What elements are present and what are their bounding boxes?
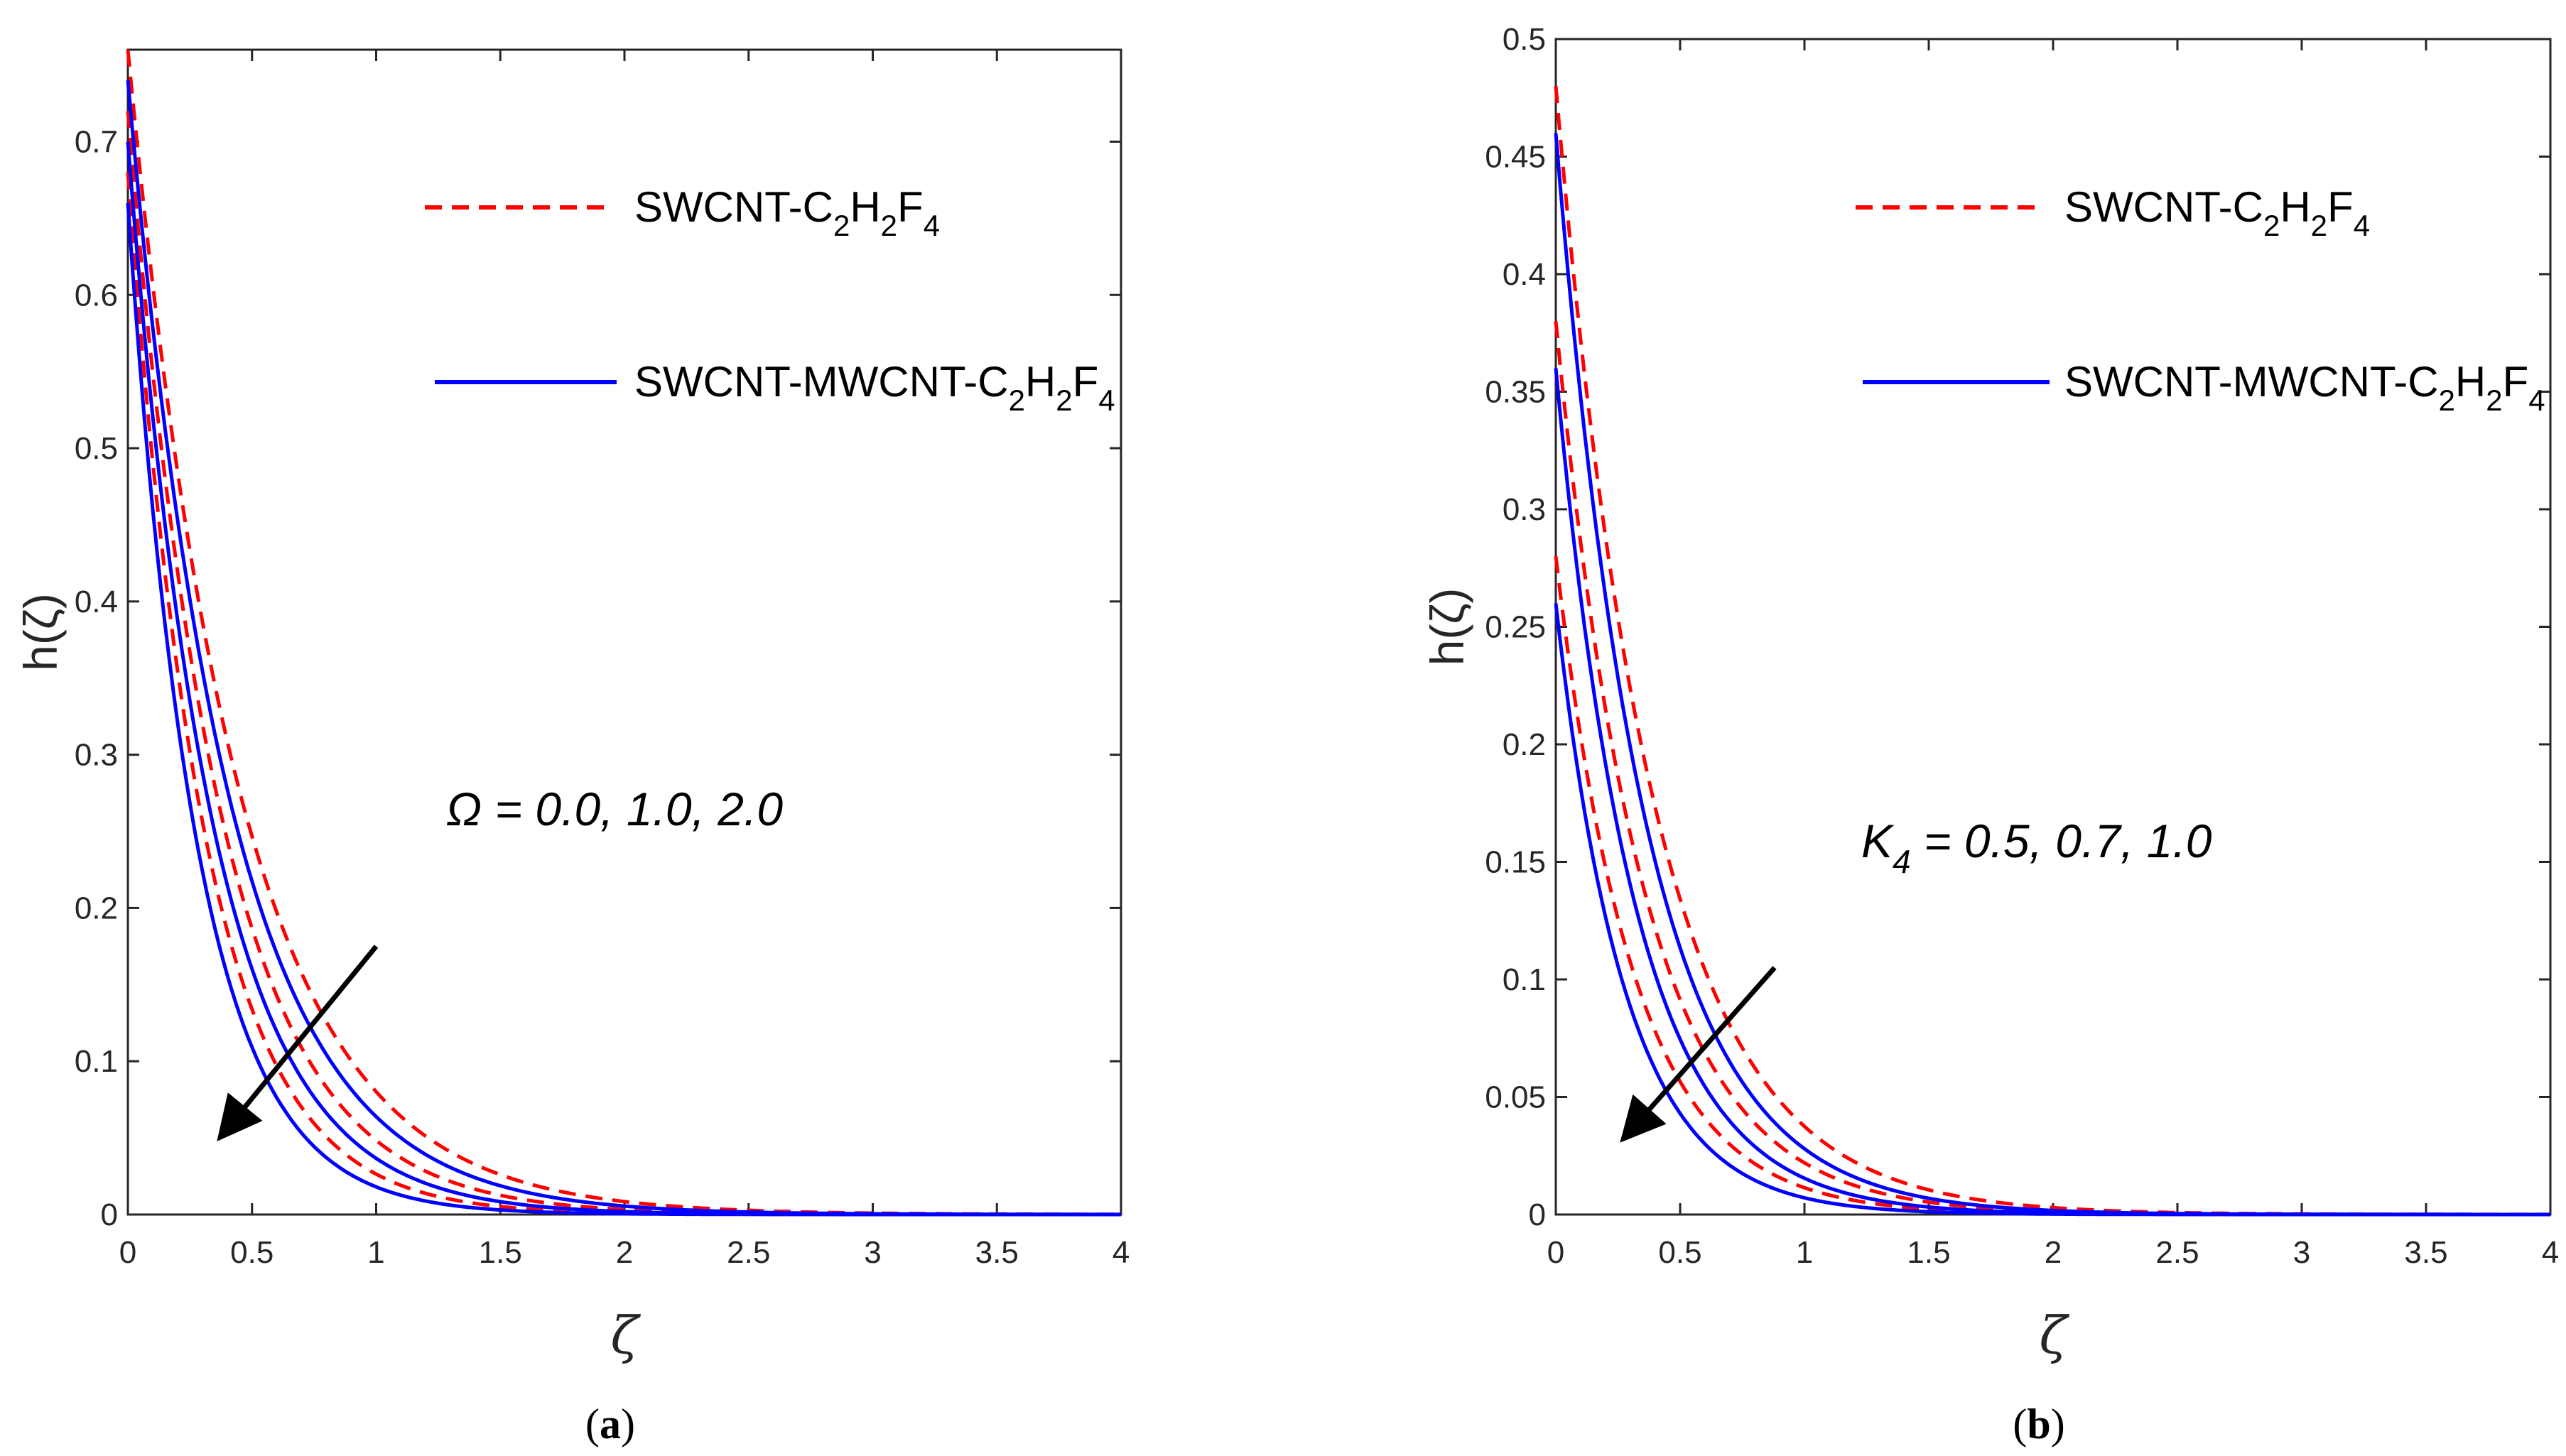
- panel-label-close: ): [621, 1401, 635, 1447]
- legend-element: H: [2455, 358, 2486, 406]
- series-line: [126, 49, 1121, 1217]
- y-tick-label: 0: [101, 1197, 118, 1232]
- y-tick-label: 0: [1529, 1197, 1546, 1232]
- legend-subscript: 2: [2486, 384, 2502, 417]
- y-tick-label: 0.2: [1503, 727, 1546, 762]
- legend-subscript: 4: [2528, 384, 2545, 417]
- panel-label-letter: b: [2027, 1401, 2050, 1447]
- legend-element: H: [1025, 358, 1056, 406]
- panel-label-open: (: [2013, 1401, 2027, 1447]
- trend-arrow: [217, 945, 379, 1141]
- y-axis-label: h(ζ): [14, 593, 67, 671]
- legend-label: SWCNT-MWCNT-C: [634, 358, 1009, 406]
- y-tick-label: 0.3: [75, 738, 118, 773]
- y-tick-label: 0.7: [75, 124, 118, 159]
- annotation-symbol: Ω: [446, 783, 482, 835]
- x-tick-label: 2: [616, 1235, 633, 1270]
- x-tick-label: 0.5: [230, 1235, 274, 1270]
- series-line: [1554, 603, 2550, 1217]
- legend-element: F: [2327, 183, 2354, 231]
- panel-label: (b): [2013, 1401, 2064, 1447]
- legend-subscript: 2: [2439, 384, 2455, 417]
- legend-element: F: [897, 183, 924, 231]
- legend-element: H: [2280, 183, 2310, 231]
- annotation-symbol: K: [1861, 815, 1895, 867]
- x-tick-label: 2.5: [2155, 1235, 2199, 1270]
- y-tick-label: 0.1: [1503, 962, 1546, 997]
- x-tick-label: 1.5: [479, 1235, 522, 1270]
- panel-label: (a): [585, 1401, 635, 1447]
- chart-panel-b: 0 0.5 1 1.5 2 2.5 3 3.5 4 0 0.05 0.1 0.15 0.2 0.25 0.3 0…: [1421, 22, 2559, 1447]
- y-axis-label: h(ζ): [1421, 588, 1473, 666]
- x-tick-label: 3.5: [975, 1235, 1019, 1270]
- annotation-subscript: 4: [1893, 843, 1911, 880]
- x-tick-label: 0.5: [1658, 1235, 1701, 1270]
- x-tick-label: 3: [2293, 1235, 2310, 1270]
- parameter-annotation: K4 = 0.5, 0.7, 1.0: [1861, 815, 2212, 880]
- legend-entry-text: SWCNT-MWCNT-C2H2F4: [634, 358, 1115, 417]
- legend-element: F: [2503, 358, 2529, 406]
- y-tick-label: 0.5: [75, 431, 118, 466]
- series-line: [126, 202, 1121, 1217]
- series-line: [126, 111, 1121, 1217]
- x-tick-label: 3.5: [2404, 1235, 2447, 1270]
- legend-element: H: [850, 183, 880, 231]
- annotation-values: = 0.0, 1.0, 2.0: [482, 783, 783, 835]
- legend-entry-text: SWCNT-C2H2F4: [2064, 183, 2370, 242]
- y-tick-label: 0.45: [1485, 140, 1546, 175]
- x-tick-label: 1: [1796, 1235, 1813, 1270]
- x-tick-label: 4: [2542, 1235, 2559, 1270]
- panel-label-open: (: [585, 1401, 600, 1447]
- x-axis-label: ζ: [610, 1305, 641, 1365]
- y-tick-label: 0.05: [1485, 1080, 1546, 1115]
- legend-subscript: 2: [2311, 209, 2327, 242]
- legend-subscript: 2: [1056, 384, 1072, 417]
- plot-frame: [1554, 38, 2552, 1216]
- legend-subscript: 2: [1009, 384, 1025, 417]
- chart-panel-a: 0 0.5 1 1.5 2 2.5 3 3.5 4 0 0.1 0.2 0.3 0.4 0.5 0.6 0.7 h…: [14, 48, 1130, 1447]
- legend-subscript: 2: [833, 209, 850, 242]
- legend-subscript: 4: [1098, 384, 1115, 417]
- legend-label: SWCNT-C: [2064, 183, 2263, 231]
- legend-label: SWCNT-MWCNT-C: [2064, 358, 2439, 406]
- parameter-annotation: Ω = 0.0, 1.0, 2.0: [446, 783, 783, 835]
- y-tick-label: 0.5: [1503, 22, 1546, 57]
- legend-element: F: [1073, 358, 1099, 406]
- legend-subscript: 4: [924, 209, 940, 242]
- x-tick-label: 0: [119, 1235, 136, 1270]
- trend-arrow: [1620, 966, 1777, 1143]
- y-tick-label: 0.35: [1485, 375, 1546, 410]
- y-tick-label: 0.4: [1503, 257, 1546, 292]
- y-tick-label: 0.15: [1485, 845, 1546, 880]
- x-tick-label: 1.5: [1907, 1235, 1950, 1270]
- legend-entry-text: SWCNT-MWCNT-C2H2F4: [2064, 358, 2545, 417]
- y-tick-label: 0.3: [1503, 492, 1546, 527]
- panel-label-close: ): [2051, 1401, 2065, 1447]
- legend-entry-text: SWCNT-C2H2F4: [634, 183, 940, 242]
- x-tick-label: 4: [1113, 1235, 1130, 1270]
- y-tick-label: 0.6: [75, 278, 118, 313]
- plot-frame: [126, 48, 1122, 1216]
- x-tick-label: 3: [864, 1235, 881, 1270]
- legend-subscript: 2: [2263, 209, 2280, 242]
- x-tick-label: 2: [2045, 1235, 2062, 1270]
- legend-label: SWCNT-C: [634, 183, 833, 231]
- y-tick-label: 0.4: [75, 585, 118, 619]
- annotation-values: = 0.5, 0.7, 1.0: [1911, 815, 2212, 867]
- legend-subscript: 2: [881, 209, 897, 242]
- x-tick-label: 2.5: [727, 1235, 770, 1270]
- x-tick-label: 1: [367, 1235, 384, 1270]
- legend-subscript: 4: [2354, 209, 2370, 242]
- panel-label-letter: a: [600, 1401, 621, 1447]
- x-axis-label: ζ: [2039, 1305, 2069, 1365]
- y-tick-label: 0.2: [75, 891, 118, 925]
- x-tick-label: 0: [1547, 1235, 1564, 1270]
- y-tick-label: 0.25: [1485, 610, 1546, 645]
- y-tick-label: 0.1: [75, 1044, 118, 1079]
